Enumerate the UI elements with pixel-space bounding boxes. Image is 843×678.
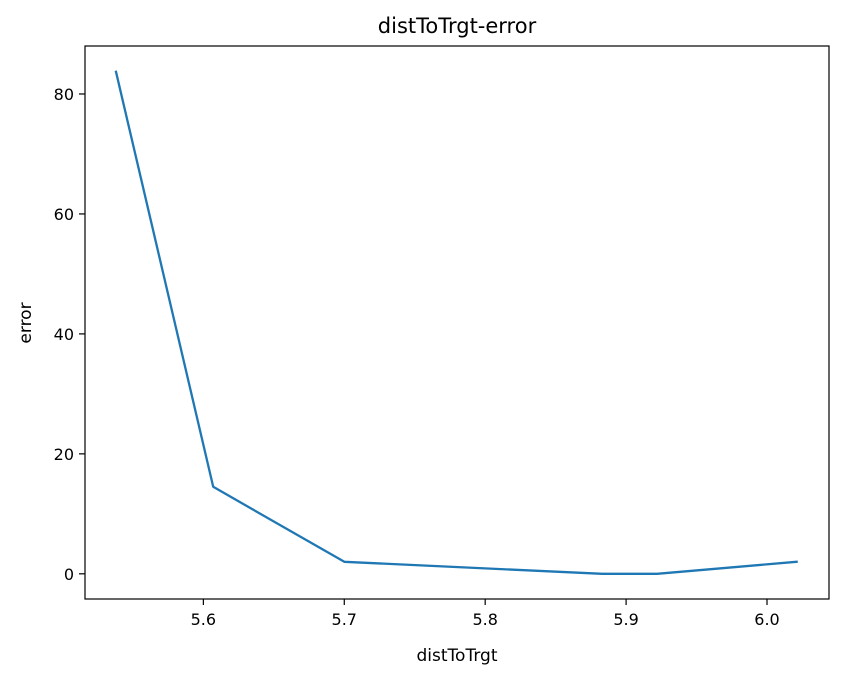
series-layer xyxy=(114,70,798,575)
x-axis-ticks: 5.6 5.7 5.8 5.9 6.0 xyxy=(191,599,780,629)
y-tick-label: 0 xyxy=(64,565,74,584)
x-tick-label: 5.8 xyxy=(472,610,497,629)
x-tick-label: 5.9 xyxy=(613,610,638,629)
series-line-0 xyxy=(114,70,798,575)
y-tick-label: 40 xyxy=(54,325,74,344)
y-tick-label: 20 xyxy=(54,445,74,464)
plot-area xyxy=(85,46,829,599)
x-tick-label: 5.6 xyxy=(191,610,216,629)
chart-title: distToTrgt-error xyxy=(378,14,537,38)
x-tick-label: 5.7 xyxy=(332,610,357,629)
y-tick-label: 80 xyxy=(54,85,74,104)
y-tick-label: 60 xyxy=(54,205,74,224)
x-tick-label: 6.0 xyxy=(754,610,779,629)
y-axis-label: error xyxy=(16,302,36,343)
x-axis-label: distToTrgt xyxy=(417,646,498,666)
y-axis-ticks: 0 20 40 60 80 xyxy=(54,85,85,584)
plot-frame xyxy=(84,45,830,600)
